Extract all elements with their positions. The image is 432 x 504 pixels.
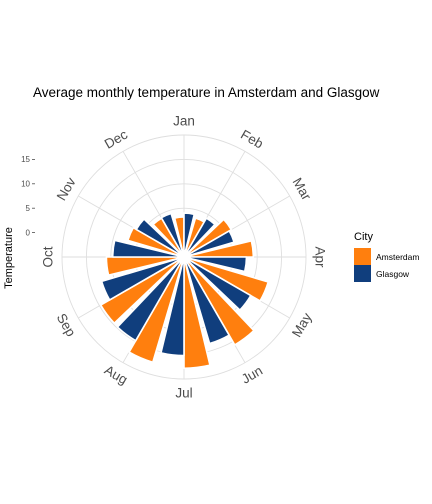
month-label-mar: Mar [289,175,314,203]
bar-glasgow-aug [116,256,185,342]
y-tick-label-3: 15 [21,155,30,164]
month-label-jun: Jun [239,363,265,387]
month-label-oct: Oct [41,246,56,267]
bar-amsterdam-mar [183,218,233,258]
bar-glasgow-jun [183,256,230,345]
month-label-apr: Apr [313,246,328,268]
month-label-jan: Jan [173,114,195,129]
bar-glasgow-sep [100,256,185,301]
month-label-aug: Aug [102,362,130,387]
bar-amsterdam-may [183,256,270,302]
legend-key-amsterdam [354,248,371,265]
bar-glasgow-feb [183,217,216,258]
y-tick-label-1: 5 [26,204,31,213]
month-label-feb: Feb [238,127,266,152]
chart-title: Average monthly temperature in Amsterdam… [33,85,380,100]
month-label-jul: Jul [175,386,192,401]
bars [99,212,270,370]
bar-glasgow-oct [111,239,185,258]
bar-glasgow-jul [160,256,185,357]
legend-key-glasgow [354,265,371,282]
bar-glasgow-may [183,256,252,311]
legend: City Amsterdam Glasgow [354,231,419,282]
y-tick-label-2: 10 [21,180,30,189]
y-axis-label: Temperature [3,227,15,289]
bar-amsterdam-oct [105,256,185,276]
bar-amsterdam-apr [183,240,255,258]
month-label-sep: Sep [54,311,79,339]
bar-glasgow-nov [135,218,185,258]
y-tick-label-0: 0 [26,228,31,237]
bar-glasgow-jan [183,212,196,258]
month-label-may: May [289,310,315,340]
bar-amsterdam-jun [183,256,255,346]
bar-glasgow-apr [183,256,248,273]
bar-glasgow-mar [183,230,235,258]
bar-amsterdam-aug [128,256,185,364]
legend-label-amsterdam: Amsterdam [376,252,419,262]
bar-amsterdam-sep [99,256,185,324]
legend-title: City [354,231,373,243]
month-label-nov: Nov [54,175,79,204]
y-axis-ticks: 0 5 10 15 [21,155,35,237]
bar-amsterdam-jul [183,256,211,370]
bar-glasgow-dec [160,212,185,258]
month-label-dec: Dec [102,127,131,152]
legend-label-glasgow: Glasgow [376,269,410,279]
